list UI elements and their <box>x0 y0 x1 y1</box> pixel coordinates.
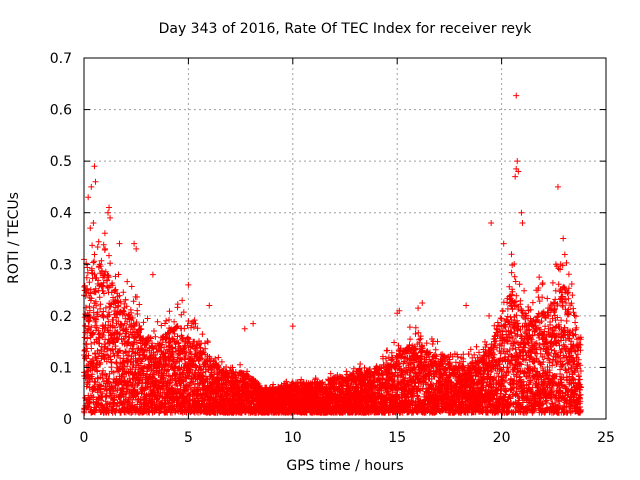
roti-outlier-point <box>486 312 493 319</box>
roti-outlier-point <box>149 271 156 278</box>
roti-outlier-point <box>500 240 507 247</box>
roti-outlier-point <box>85 194 92 201</box>
axis-ticks <box>83 57 607 420</box>
roti-outlier-point <box>560 235 567 242</box>
y-tick-label: 0 <box>63 412 72 428</box>
roti-outlier-point <box>87 225 94 232</box>
x-tick-label: 15 <box>388 430 406 446</box>
x-tick-label: 10 <box>284 430 302 446</box>
roti-outlier-point <box>116 240 123 247</box>
x-tick-labels: 0 5 10 15 20 25 <box>80 430 615 446</box>
roti-outlier-point <box>206 302 213 309</box>
roti-outlier-point <box>88 183 95 190</box>
y-tick-label: 0.2 <box>50 309 72 325</box>
roti-outlier-point <box>513 92 520 99</box>
y-axis-label: ROTI / TECUs <box>6 192 22 284</box>
grid-lines <box>84 58 606 419</box>
y-tick-labels: 0 0.1 0.2 0.3 0.4 0.5 0.6 0.7 <box>50 51 72 428</box>
roti-outlier-point <box>536 274 543 281</box>
roti-outlier-point <box>394 310 401 317</box>
y-tick-label: 0.3 <box>50 257 72 273</box>
roti-outlier-point <box>241 325 248 332</box>
y-tick-label: 0.6 <box>50 103 72 119</box>
roti-outlier-point <box>179 297 186 304</box>
roti-outlier-point <box>463 302 470 309</box>
roti-outlier-point <box>92 178 99 185</box>
roti-outlier-point <box>557 266 564 273</box>
x-tick-label: 20 <box>493 430 511 446</box>
roti-outlier-point <box>289 323 296 330</box>
x-tick-label: 5 <box>184 430 193 446</box>
roti-outlier-point <box>131 240 138 247</box>
roti-outlier-point <box>552 261 559 268</box>
roti-outlier-point <box>133 245 140 252</box>
plot-frame <box>83 57 607 420</box>
roti-outlier-point <box>106 204 113 211</box>
x-tick-label: 0 <box>80 430 89 446</box>
roti-outlier-point <box>91 163 98 170</box>
roti-outlier-point <box>250 320 257 327</box>
roti-outlier-point <box>419 299 426 306</box>
roti-outlier-point <box>185 281 192 288</box>
roti-outlier-point <box>515 168 522 175</box>
roti-outlier-point <box>107 214 114 221</box>
x-axis-label: GPS time / hours <box>286 458 403 474</box>
chart-title: Day 343 of 2016, Rate Of TEC Index for r… <box>159 21 533 37</box>
roti-outlier-point <box>90 220 97 227</box>
roti-outlier-point <box>105 209 112 216</box>
roti-outlier-point <box>554 183 561 190</box>
y-tick-label: 0.7 <box>50 51 72 67</box>
roti-outlier-point <box>415 305 422 312</box>
y-tick-label: 0.4 <box>50 206 72 222</box>
roti-outlier-point <box>518 209 525 216</box>
roti-outlier-point <box>512 173 519 180</box>
y-tick-label: 0.5 <box>50 154 72 170</box>
y-tick-label: 0.1 <box>50 360 72 376</box>
roti-outlier-point <box>488 220 495 227</box>
x-tick-label: 25 <box>597 430 615 446</box>
roti-outlier-point <box>514 158 521 165</box>
roti-outlier-point <box>519 220 526 227</box>
